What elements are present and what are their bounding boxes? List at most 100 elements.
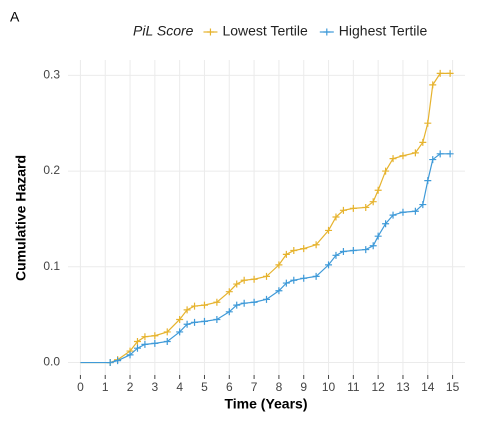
censor-marker: [225, 288, 233, 296]
censor-marker: [389, 155, 397, 163]
censor-marker: [446, 150, 454, 158]
censor-marker: [163, 337, 171, 345]
censor-marker: [213, 298, 221, 306]
censor-marker: [282, 250, 290, 258]
censor-marker: [151, 332, 159, 340]
x-tick-label: 15: [446, 380, 460, 394]
y-axis-title: Cumulative Hazard: [13, 155, 29, 281]
censor-marker: [424, 177, 432, 185]
censor-marker: [151, 339, 159, 347]
censor-marker: [200, 301, 208, 309]
x-tick-label: 2: [127, 380, 134, 394]
censor-marker: [133, 344, 141, 352]
censor-marker: [436, 69, 444, 77]
censor-marker: [163, 328, 171, 336]
censor-marker: [332, 213, 340, 221]
censor-marker: [300, 245, 308, 253]
x-tick-label: 1: [102, 380, 109, 394]
censor-marker: [436, 150, 444, 158]
censor-marker: [411, 149, 419, 157]
censor-marker: [374, 186, 382, 194]
censor-marker: [382, 167, 390, 175]
censor-marker: [349, 247, 357, 255]
censor-marker: [191, 302, 199, 310]
x-tick-label: 12: [371, 380, 385, 394]
censor-marker: [240, 276, 248, 284]
x-tick-label: 14: [421, 380, 435, 394]
censor-marker: [250, 275, 258, 283]
censor-marker: [176, 315, 184, 323]
x-tick-label: 9: [300, 380, 307, 394]
censor-marker: [349, 204, 357, 212]
x-tick-label: 5: [201, 380, 208, 394]
censor-marker: [332, 251, 340, 259]
x-tick-label: 13: [396, 380, 410, 394]
censor-marker: [382, 220, 390, 228]
x-tick-label: 10: [322, 380, 336, 394]
censor-marker: [339, 247, 347, 255]
x-tick-label: 6: [226, 380, 233, 394]
censor-marker: [133, 337, 141, 345]
censor-marker: [290, 247, 298, 255]
censor-marker: [225, 308, 233, 316]
censor-marker: [399, 208, 407, 216]
censor-marker: [429, 81, 437, 89]
censor-marker: [419, 138, 427, 146]
y-tick-label: 0.2: [43, 163, 60, 177]
censor-marker: [325, 226, 333, 234]
censor-marker: [389, 211, 397, 219]
censor-marker: [325, 261, 333, 269]
x-tick-label: 7: [251, 380, 258, 394]
censor-marker: [233, 280, 241, 288]
series-line: [80, 153, 451, 364]
legend-title: PiL Score: [133, 23, 194, 39]
censor-marker: [275, 287, 283, 295]
legend-key-marker: [206, 28, 214, 36]
censor-marker: [106, 359, 114, 367]
censor-marker: [240, 299, 248, 307]
legend-label: Lowest Tertile: [222, 23, 308, 39]
x-tick-label: 8: [276, 380, 283, 394]
censor-marker: [183, 306, 191, 314]
censor-marker: [369, 242, 377, 250]
y-tick-label: 0.0: [43, 355, 60, 369]
censor-marker: [263, 272, 270, 280]
censor-marker: [250, 298, 258, 306]
censor-marker: [374, 232, 382, 240]
x-tick-label: 11: [347, 380, 360, 394]
series-line: [80, 72, 451, 364]
censor-marker: [176, 328, 184, 336]
censor-marker: [419, 201, 427, 209]
censor-marker: [200, 317, 208, 325]
censor-marker: [290, 276, 298, 284]
censor-marker: [362, 203, 370, 211]
censor-marker: [213, 315, 221, 323]
censor-marker: [263, 295, 270, 303]
censor-marker: [429, 156, 437, 164]
censor-marker: [114, 357, 122, 365]
censor-marker: [141, 340, 149, 348]
censor-marker: [446, 69, 454, 77]
censor-marker: [141, 333, 149, 341]
censor-marker: [399, 152, 407, 160]
censor-marker: [362, 246, 370, 254]
x-tick-label: 4: [176, 380, 183, 394]
censor-marker: [369, 198, 377, 206]
censor-marker: [191, 318, 199, 326]
legend-key-marker: [323, 28, 331, 36]
panel-label: A: [10, 9, 20, 25]
y-tick-label: 0.1: [43, 259, 60, 273]
x-tick-label: 3: [152, 380, 159, 394]
x-tick-label: 0: [77, 380, 84, 394]
censor-marker: [233, 301, 241, 309]
censor-marker: [183, 320, 191, 328]
censor-marker: [424, 119, 432, 127]
y-tick-label: 0.3: [43, 67, 60, 81]
legend-label: Highest Tertile: [339, 23, 428, 39]
censor-marker: [411, 207, 419, 215]
censor-marker: [339, 206, 347, 214]
censor-marker: [275, 261, 283, 269]
censor-marker: [126, 351, 134, 359]
censor-marker: [282, 279, 290, 287]
